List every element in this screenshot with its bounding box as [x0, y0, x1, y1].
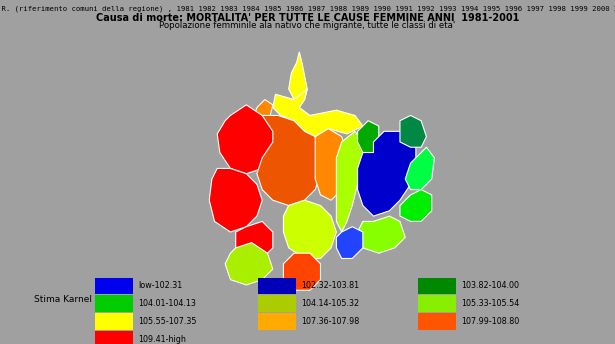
Polygon shape	[357, 121, 379, 152]
Text: 104.01-104.13: 104.01-104.13	[138, 299, 196, 308]
Polygon shape	[336, 131, 363, 232]
Polygon shape	[284, 200, 336, 258]
Polygon shape	[254, 99, 273, 121]
Polygon shape	[257, 116, 320, 205]
Polygon shape	[315, 129, 347, 200]
Text: low-102.31: low-102.31	[138, 281, 183, 290]
Text: Popolazione femminile ala nativo che migrante, tutte le classi di eta': Popolazione femminile ala nativo che mig…	[159, 21, 456, 30]
Polygon shape	[336, 227, 363, 258]
Text: S.M.R. (riferimento comuni della regione) , 1981 1982 1983 1984 1985 1986 1987 1: S.M.R. (riferimento comuni della regione…	[0, 5, 615, 12]
Text: Causa di morte: MORTALITA' PER TUTTE LE CAUSE FEMMINE ANNI  1981-2001: Causa di morte: MORTALITA' PER TUTTE LE …	[96, 13, 519, 23]
Text: 105.55-107.35: 105.55-107.35	[138, 317, 197, 326]
Polygon shape	[217, 105, 278, 174]
Polygon shape	[288, 52, 308, 107]
Polygon shape	[225, 243, 273, 285]
Text: 103.82-104.00: 103.82-104.00	[461, 281, 519, 290]
Text: 102.32-103.81: 102.32-103.81	[301, 281, 360, 290]
Polygon shape	[209, 169, 262, 232]
Text: 107.36-107.98: 107.36-107.98	[301, 317, 360, 326]
Polygon shape	[357, 131, 416, 216]
Text: 109.41-high: 109.41-high	[138, 335, 186, 344]
Text: Stima Karnel: Stima Karnel	[34, 295, 92, 304]
Polygon shape	[400, 116, 426, 147]
Polygon shape	[284, 253, 320, 290]
Polygon shape	[405, 147, 434, 190]
Polygon shape	[236, 222, 273, 258]
Text: 105.33-105.54: 105.33-105.54	[461, 299, 520, 308]
Polygon shape	[400, 190, 432, 222]
Polygon shape	[357, 216, 405, 253]
Polygon shape	[273, 89, 363, 137]
Text: 107.99-108.80: 107.99-108.80	[461, 317, 520, 326]
Text: 104.14-105.32: 104.14-105.32	[301, 299, 360, 308]
